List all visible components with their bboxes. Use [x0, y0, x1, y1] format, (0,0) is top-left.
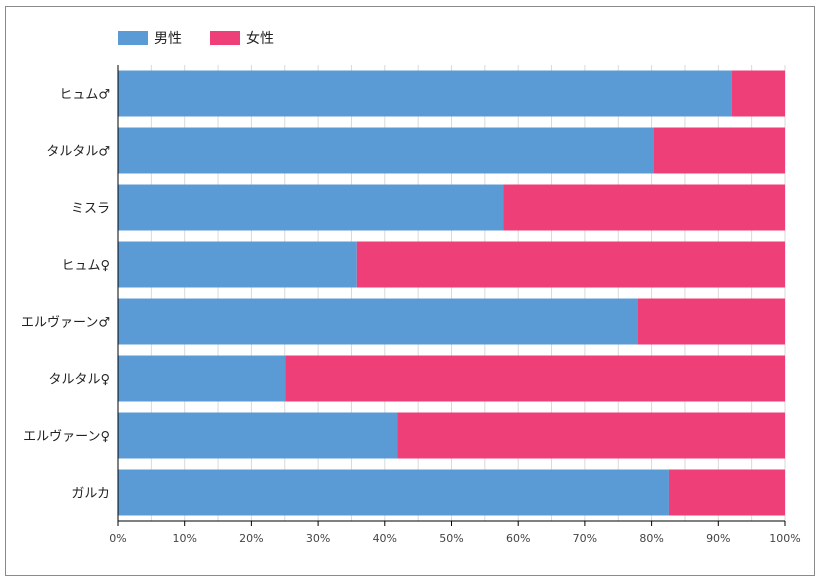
x-tick-label: 90% [706, 532, 730, 545]
category-label: エルヴァーン♀ [23, 429, 110, 445]
bar-male-8 [118, 469, 669, 516]
x-tick-label: 50% [439, 532, 463, 545]
x-tick-label: 20% [239, 532, 263, 545]
x-tick-label: 10% [172, 532, 196, 545]
legend-label-female: 女性 [246, 30, 274, 47]
category-label: タルタル♀ [48, 373, 110, 388]
x-tick-label: 40% [373, 532, 397, 545]
category-label: ヒュム♂ [59, 88, 110, 103]
x-tick-label: 80% [639, 532, 663, 545]
x-tick-label: 30% [306, 532, 330, 545]
category-label: ミスラ [71, 202, 110, 217]
legend-swatch-female [210, 31, 240, 45]
bar-female-6 [285, 355, 785, 402]
bar-female-5 [637, 298, 785, 345]
bar-male-5 [118, 298, 638, 345]
x-tick-label: 70% [573, 532, 597, 545]
bar-female-3 [503, 184, 785, 231]
bar-male-4 [118, 241, 357, 288]
x-tick-label: 0% [109, 532, 126, 545]
category-label: ガルカ [71, 487, 110, 502]
bar-male-6 [118, 355, 286, 402]
x-tick-label: 100% [769, 532, 800, 545]
bar-female-8 [668, 469, 785, 516]
bar-male-2 [118, 127, 654, 174]
category-label: タルタル♂ [46, 145, 110, 160]
bar-female-1 [731, 70, 785, 117]
bar-male-7 [118, 412, 398, 459]
bars [118, 70, 785, 516]
bar-female-2 [653, 127, 785, 174]
chart-frame: ヒュム♂ タルタル♂ ミスラヒュム♀ エルヴァーン♂ タルタル♀ エルヴァーン♀ ガルカ 0… [5, 6, 815, 576]
legend-swatch-male [118, 31, 148, 45]
bar-female-4 [356, 241, 785, 288]
category-label: エルヴァーン♂ [21, 315, 110, 331]
bar-female-7 [397, 412, 785, 459]
x-tick-labels: 0% 10% 20% 30% 40% 50% 60% 70% 80% 90% 100% [109, 521, 801, 545]
bar-male-1 [118, 70, 732, 117]
legend-label-male: 男性 [154, 31, 182, 47]
x-tick-label: 60% [506, 532, 530, 545]
category-label: ヒュム♀ [61, 259, 110, 274]
bar-male-3 [118, 184, 504, 231]
legend: 男性 女性 [118, 30, 274, 47]
